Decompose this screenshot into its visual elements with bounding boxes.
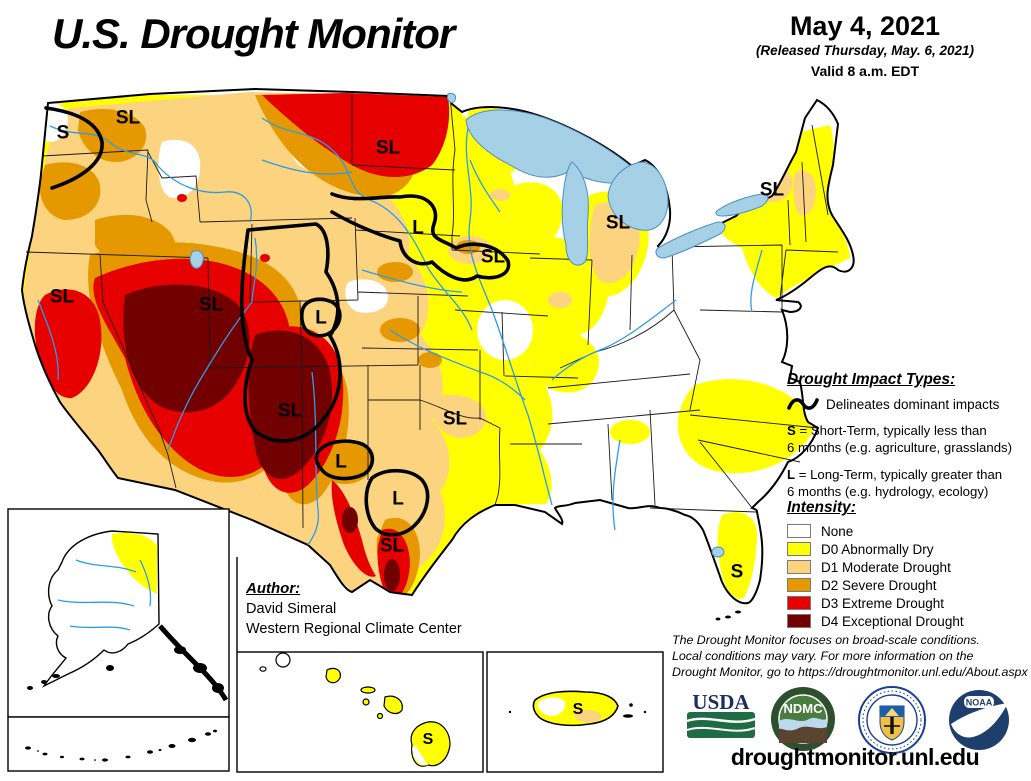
alaska-rivers [57,559,152,631]
island-maui [383,695,403,715]
site-url: droughtmonitor.unl.edu [730,744,980,770]
puerto-rico-d1-area [574,709,602,723]
noaa-logo: NOAA [949,690,1009,750]
legend-item-d4: D4 Exceptional Drought [787,612,964,630]
rivers [37,117,763,546]
drought-impact-label: L [392,488,404,510]
author-org: Western Regional Climate Center [246,621,462,637]
lake-michigan [561,161,589,266]
legend-item-d2: D2 Severe Drought [787,576,964,594]
state-borders [25,92,839,529]
long-term-definition: L = Long-Term, typically greater than 6 … [787,467,1003,499]
drought-impact-label: SL [442,408,468,430]
drought-impact-label: S [572,701,584,718]
lake-huron [607,161,669,231]
impact-delineation-lines [44,106,511,537]
valid-time: Valid 8 a.m. EDT [810,63,920,80]
island-molokai [360,686,376,694]
drought-impact-label: SL [277,400,303,422]
pr-small-islands [508,703,647,718]
none-swatch [787,524,811,538]
drought-impact-label: SL [480,246,506,268]
svg-text:USDA: USDA [692,692,750,714]
alaska-islands [27,646,224,693]
release-date: (Released Thursday, May. 6, 2021) [755,43,975,59]
drought-impact-label: L [412,217,424,239]
short-term-symbol: S [787,423,796,438]
drought-impact-label: SL [375,137,401,159]
svg-text:NOAA: NOAA [966,698,993,708]
island-oahu [325,667,341,684]
ndmc-logo: NDMC [771,687,835,751]
lake-ontario [715,193,769,217]
aleutians-inset [7,716,230,772]
svg-text:NDMC: NDMC [784,701,824,716]
drought-impact-label: SL [605,212,631,234]
author-name: David Simeral [246,601,337,617]
drought-impact-label: L [315,307,327,329]
delineation-squiggle-icon [787,398,819,410]
drought-impact-label: SL [49,286,75,308]
puerto-rico-none-area [537,697,566,716]
date-block: May 4, 2021 (Released Thursday, May. 6, … [705,11,1025,80]
author-block: Author: David Simeral Western Regional C… [246,580,462,637]
drought-impact-label: S [730,561,744,583]
great-salt-lake [189,250,204,269]
aleutian-islands [25,729,217,762]
hawaii-inset [236,651,484,773]
drought-impact-label: SL [379,535,405,557]
great-lakes [189,93,769,558]
florida-keys [715,610,741,621]
d0-swatch [787,542,811,556]
d3-swatch [787,596,811,610]
d1-swatch [787,560,811,574]
legend-item-d1: D1 Moderate Drought [787,558,964,576]
legend-item-d3: D3 Extreme Drought [787,594,964,612]
intensity-legend: Intensity: None D0 Abnormally Dry D1 Mod… [787,499,964,630]
island-kahoolawe [376,712,384,720]
island-lanai [362,698,370,706]
lake-okeechobee [711,546,725,558]
disclaimer-text: The Drought Monitor focuses on broad-sca… [672,633,1028,680]
alaska-inset [7,508,230,718]
short-term-definition: S = Short-Term, typically less than 6 mo… [787,423,1013,455]
page-title: U.S. Drought Monitor [52,10,455,57]
island-hawaii-none-area [412,745,428,766]
drought-impact-label: SL [115,107,141,129]
drought-impact-label: SL [759,179,785,201]
drought-impact-label: L [335,451,347,473]
lake-erie [655,221,726,259]
d2-swatch [787,578,811,592]
d4-regions [123,284,400,591]
island-kauai [275,652,291,668]
long-term-symbol: L [787,467,796,482]
lake-of-the-woods [447,93,457,103]
alaska-d0-region [111,532,157,594]
intensity-legend-heading: Intensity: [787,499,856,516]
usda-logo: USDA [686,692,756,738]
drought-impact-label: SL [198,294,224,316]
puerto-rico-inset [486,651,664,773]
impact-types-legend: Drought Impact Types: Delineates dominan… [787,371,1029,500]
island-niihau [259,666,267,672]
author-heading: Author: [246,580,301,597]
drought-impact-label: S [422,731,434,748]
d4-swatch [787,614,811,628]
dept-of-commerce-logo [858,686,926,754]
legend-item-none: None [787,522,964,540]
drought-impact-label: S [56,122,70,144]
delineates-label: Delineates dominant impacts [826,396,1000,412]
map-date: May 4, 2021 [789,11,941,41]
legend-item-d0: D0 Abnormally Dry [787,540,964,558]
impact-legend-heading: Drought Impact Types: [787,371,956,388]
